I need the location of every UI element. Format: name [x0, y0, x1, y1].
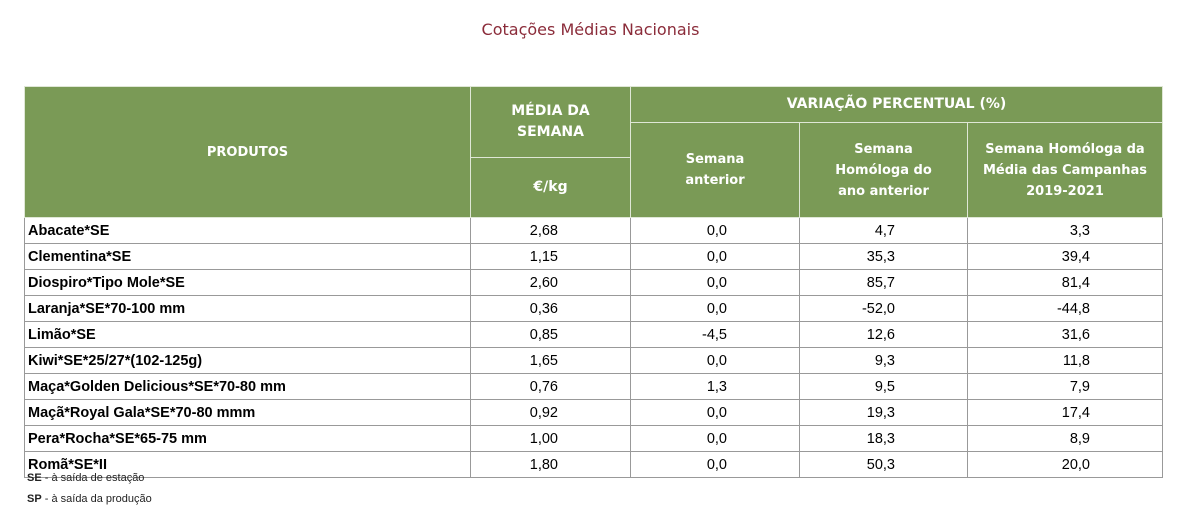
value-cell: 31,6 [967, 321, 1163, 348]
value-cell: 2,68 [470, 217, 631, 244]
value-cell: 0,0 [630, 269, 800, 296]
table-row: Limão*SE 0,85 -4,5 12,6 31,6 [24, 321, 1163, 348]
footnote-code: SE [27, 472, 42, 484]
value-cell: 1,65 [470, 347, 631, 374]
col-header: MÉDIA DA SEMANA [470, 86, 631, 158]
table-row: Maça*Golden Delicious*SE*70-80 mm 0,76 1,3… [24, 373, 1163, 400]
product-cell: Romã*SE*II [24, 451, 471, 478]
table-row: Diospiro*Tipo Mole*SE 2,60 0,0 85,7 81,4 [24, 269, 1163, 296]
footnote-code: SP [27, 493, 42, 505]
value-cell: 0,0 [630, 243, 800, 270]
value-cell: 0,36 [470, 295, 631, 322]
value-cell: 11,8 [967, 347, 1163, 374]
value-cell: 1,80 [470, 451, 631, 478]
value-cell: 0,92 [470, 399, 631, 426]
footnote: SE - à saída de estação [27, 472, 144, 484]
col-header: PRODUTOS [24, 86, 471, 218]
value-cell: 81,4 [967, 269, 1163, 296]
value-cell: 0,0 [630, 217, 800, 244]
value-cell: 18,3 [799, 425, 968, 452]
title: Cotações Médias Nacionais [481, 20, 700, 39]
product-cell: Limão*SE [24, 321, 471, 348]
product-cell: Laranja*SE*70-100 mm [24, 295, 471, 322]
product-cell: Clementina*SE [24, 243, 471, 270]
product-cell: Diospiro*Tipo Mole*SE [24, 269, 471, 296]
value-cell: 1,15 [470, 243, 631, 270]
quotes-table: PRODUTOS MÉDIA DA SEMANA VARIAÇÃO PERCEN… [24, 86, 1163, 478]
table-row: Abacate*SE 2,68 0,0 4,7 3,3 [24, 217, 1163, 244]
value-cell: 50,3 [799, 451, 968, 478]
value-cell: 39,4 [967, 243, 1163, 270]
value-cell: 8,9 [967, 425, 1163, 452]
value-cell: 4,7 [799, 217, 968, 244]
value-cell: 9,3 [799, 347, 968, 374]
value-cell: -52,0 [799, 295, 968, 322]
col-header: VARIAÇÃO PERCENTUAL (%) [630, 86, 1163, 123]
value-cell: -44,8 [967, 295, 1163, 322]
value-cell: 19,3 [799, 399, 968, 426]
col-header: Semana Homóloga do ano anterior [799, 122, 968, 218]
value-cell: 1,3 [630, 373, 800, 400]
value-cell: 0,0 [630, 347, 800, 374]
value-cell: 85,7 [799, 269, 968, 296]
product-cell: Maça*Golden Delicious*SE*70-80 mm [24, 373, 471, 400]
value-cell: 0,0 [630, 295, 800, 322]
value-cell: -4,5 [630, 321, 800, 348]
product-cell: Pera*Rocha*SE*65-75 mm [24, 425, 471, 452]
value-cell: 35,3 [799, 243, 968, 270]
table-row: Pera*Rocha*SE*65-75 mm 1,00 0,0 18,3 8,9 [24, 425, 1163, 452]
value-cell: 9,5 [799, 373, 968, 400]
value-cell: 0,0 [630, 399, 800, 426]
table-row: Laranja*SE*70-100 mm 0,36 0,0 -52,0 -44,8 [24, 295, 1163, 322]
col-header: Semana Homóloga da Média das Campanhas 2… [967, 122, 1163, 218]
footnote-text: - à saída da produção [44, 493, 152, 505]
value-cell: 7,9 [967, 373, 1163, 400]
table-row: Maçã*Royal Gala*SE*70-80 mmm 0,92 0,0 19,3 1… [24, 399, 1163, 426]
value-cell: 17,4 [967, 399, 1163, 426]
product-cell: Kiwi*SE*25/27*(102-125g) [24, 347, 471, 374]
table-row: Romã*SE*II 1,80 0,0 50,3 20,0 [24, 451, 1163, 478]
value-cell: 12,6 [799, 321, 968, 348]
value-cell: 2,60 [470, 269, 631, 296]
col-header: Semana anterior [630, 122, 800, 218]
value-cell: 0,76 [470, 373, 631, 400]
product-cell: Maçã*Royal Gala*SE*70-80 mmm [24, 399, 471, 426]
table-row: Clementina*SE 1,15 0,0 35,3 39,4 [24, 243, 1163, 270]
product-cell: Abacate*SE [24, 217, 471, 244]
value-cell: 20,0 [967, 451, 1163, 478]
footnote: SP - à saída da produção [27, 493, 152, 505]
table-row: Kiwi*SE*25/27*(102-125g) 1,65 0,0 9,3 11,8 [24, 347, 1163, 374]
value-cell: 0,0 [630, 425, 800, 452]
value-cell: 0,0 [630, 451, 800, 478]
table-body: Abacate*SE 2,68 0,0 4,7 3,3 Clementina*SE 1,15… [24, 217, 1163, 478]
col-header: €/kg [470, 157, 631, 218]
value-cell: 0,85 [470, 321, 631, 348]
value-cell: 1,00 [470, 425, 631, 452]
value-cell: 3,3 [967, 217, 1163, 244]
footnote-text: - à saída de estação [44, 472, 145, 484]
